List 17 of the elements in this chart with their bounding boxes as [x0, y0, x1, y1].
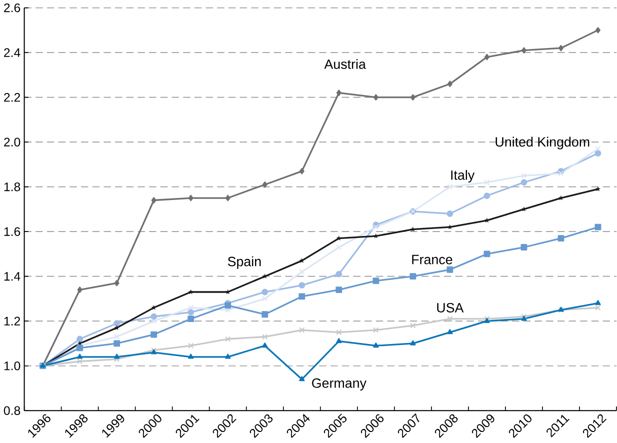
y-tick-label: 1.0 — [4, 361, 20, 370]
series-label: Austria — [324, 58, 366, 69]
series-label: Germany — [312, 378, 366, 390]
y-tick-label: 1.4 — [4, 272, 20, 280]
y-tick-label: 2.6 — [4, 3, 20, 12]
series-label: United Kingdom — [496, 136, 590, 150]
series-label: France — [412, 254, 452, 264]
y-tick-label: 2.2 — [4, 92, 20, 102]
y-tick-label: 1.8 — [4, 182, 20, 192]
y-tick-label: 1.2 — [4, 316, 20, 326]
y-tick-label: 1.6 — [4, 227, 20, 236]
y-tick-label: 2.0 — [4, 138, 20, 146]
series-label: Italy — [451, 170, 475, 182]
series-label: Spain — [228, 256, 261, 269]
y-tick-label: 2.4 — [4, 48, 20, 57]
y-tick-label: 0.8 — [4, 406, 20, 415]
series-label: USA — [437, 302, 464, 312]
